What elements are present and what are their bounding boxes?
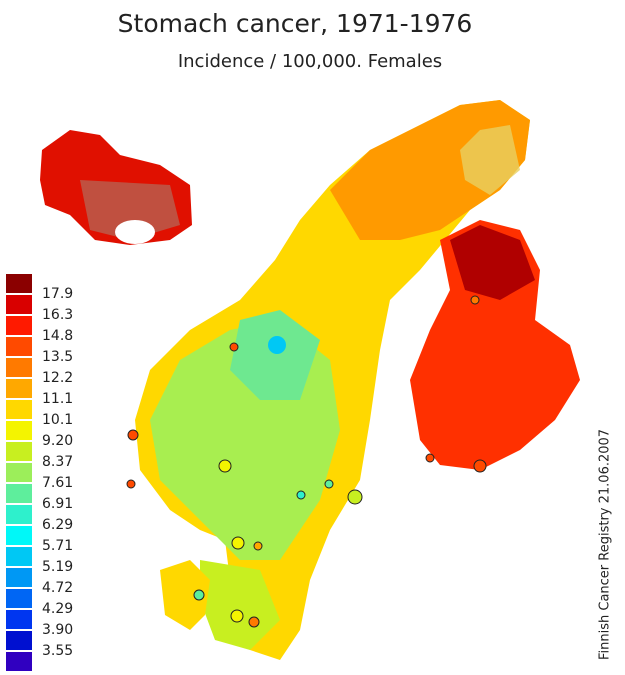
legend-swatch xyxy=(6,337,32,356)
legend-label: 14.8 xyxy=(42,328,73,344)
legend-label: 9.20 xyxy=(42,433,73,449)
credit: Finnish Cancer Registry 21.06.2007 xyxy=(598,429,613,660)
legend-swatch xyxy=(6,484,32,503)
legend-swatch xyxy=(6,379,32,398)
legend-label: 10.1 xyxy=(42,412,73,428)
legend-label: 8.37 xyxy=(42,454,73,470)
legend-label: 13.5 xyxy=(42,349,73,365)
legend-swatch xyxy=(6,358,32,377)
legend-swatch xyxy=(6,421,32,440)
legend-swatch xyxy=(6,274,32,293)
legend-label: 17.9 xyxy=(42,286,73,302)
legend-swatch xyxy=(6,295,32,314)
legend-swatch xyxy=(6,505,32,524)
legend-swatch xyxy=(6,547,32,566)
legend-swatch xyxy=(6,610,32,629)
map xyxy=(40,100,580,660)
legend-label: 16.3 xyxy=(42,307,73,323)
legend-swatch xyxy=(6,652,32,671)
legend-label: 6.91 xyxy=(42,496,73,512)
legend-swatch xyxy=(6,463,32,482)
legend-swatch xyxy=(6,589,32,608)
legend-label: 4.29 xyxy=(42,601,73,617)
legend-swatch xyxy=(6,400,32,419)
legend: 17.9 16.3 14.8 13.5 12.2 11.1 10.1 9.20 8.37 7.61… xyxy=(6,274,73,671)
legend-swatch xyxy=(6,442,32,461)
legend-label: 4.72 xyxy=(42,580,73,596)
legend-label: 7.61 xyxy=(42,475,73,491)
legend-label: 6.29 xyxy=(42,517,73,533)
legend-label: 5.19 xyxy=(42,559,73,575)
legend-swatch xyxy=(6,526,32,545)
legend-swatch xyxy=(6,568,32,587)
legend-label: 3.55 xyxy=(42,643,73,659)
legend-label: 11.1 xyxy=(42,391,73,407)
subtitle: Incidence / 100,000. Females xyxy=(178,51,442,72)
legend-label: 5.71 xyxy=(42,538,73,554)
legend-swatch xyxy=(6,631,32,650)
legend-label: 3.90 xyxy=(42,622,73,638)
legend-swatch xyxy=(6,316,32,335)
legend-label: 12.2 xyxy=(42,370,73,386)
title: Stomach cancer, 1971-1976 xyxy=(118,9,473,38)
